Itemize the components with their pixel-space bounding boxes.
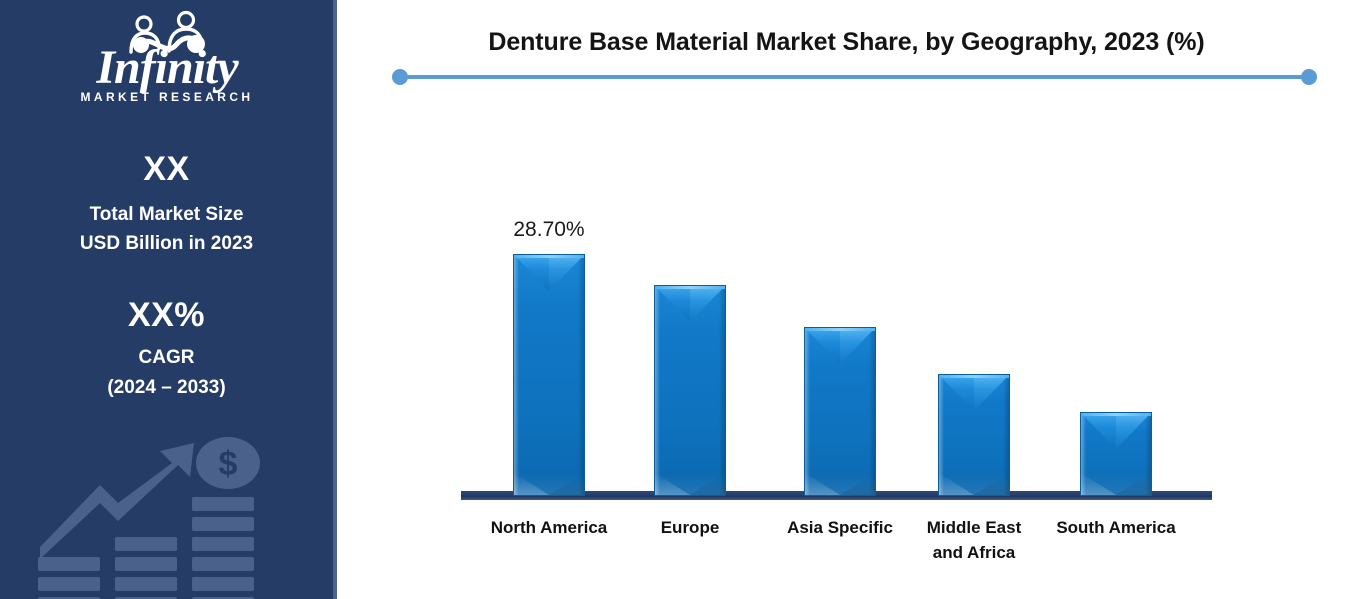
cagr-value: XX% xyxy=(127,296,206,334)
bar-group xyxy=(513,254,585,496)
bar-bevel-bottom xyxy=(655,473,725,495)
sidebar: Infinity MARKET RESEARCH XX Total Market… xyxy=(0,0,333,599)
bar-group xyxy=(804,327,876,496)
market-size-caption-line1: Total Market Size xyxy=(89,204,244,225)
bar[interactable] xyxy=(1080,412,1152,496)
title-divider-dot-right xyxy=(1301,69,1317,85)
bar-bevel-bottom xyxy=(1081,473,1151,495)
bar[interactable] xyxy=(654,285,726,496)
infinity-people-logo-icon: Infinity MARKET RESEARCH xyxy=(80,10,253,104)
sidebar-edge-divider xyxy=(333,0,337,599)
bar-group xyxy=(654,285,726,496)
bar-bevel-top xyxy=(805,328,875,364)
bar-group xyxy=(1080,412,1152,496)
chart-panel: Denture Base Material Market Share, by G… xyxy=(337,0,1356,599)
logo-tagline: MARKET RESEARCH xyxy=(80,90,253,104)
bar-group xyxy=(938,374,1010,496)
bar-category-label: Europe xyxy=(660,518,720,537)
plot-area: 28.70% North America Europe Asia Specific Mi… xyxy=(337,0,1356,599)
title-divider-line xyxy=(400,75,1309,79)
bar-bevel-top xyxy=(655,286,725,322)
market-size-caption-line2: USD Billion in 2023 xyxy=(79,233,254,255)
cagr-stat: XX% CAGR (2024 – 2033) xyxy=(0,298,333,404)
bar-value-label: 28.70% xyxy=(513,218,585,241)
cagr-label: CAGR xyxy=(138,347,195,368)
bar-bevel-bottom xyxy=(514,473,584,495)
logo-wordmark: Infinity xyxy=(95,41,239,94)
bar[interactable] xyxy=(938,374,1010,496)
bar-category-label: North America xyxy=(490,518,608,537)
bar[interactable] xyxy=(513,254,585,496)
market-size-stat: XX Total Market Size USD Billion in 2023 xyxy=(0,152,333,259)
bar-bevel-top xyxy=(939,375,1009,411)
market-size-value: XX xyxy=(143,150,190,188)
bar-bevel-bottom xyxy=(939,473,1009,495)
bar-bevel-top xyxy=(514,255,584,291)
title-divider xyxy=(392,69,1317,85)
bar-category-label: South America xyxy=(1056,518,1176,537)
bar-category-label: Asia Specific xyxy=(787,518,893,537)
dollar-sign-icon: $ xyxy=(219,445,238,483)
brand-logo: Infinity MARKET RESEARCH xyxy=(0,8,333,112)
bar-category-label: Middle East and Africa xyxy=(926,518,1022,562)
chart-title: Denture Base Material Market Share, by G… xyxy=(488,28,1205,56)
bar-bevel-top xyxy=(1081,413,1151,449)
growth-arrow-coins-graphic-icon: $ xyxy=(38,437,260,599)
bar[interactable] xyxy=(804,327,876,496)
bar-bevel-bottom xyxy=(805,473,875,495)
cagr-period: (2024 – 2033) xyxy=(107,377,226,399)
